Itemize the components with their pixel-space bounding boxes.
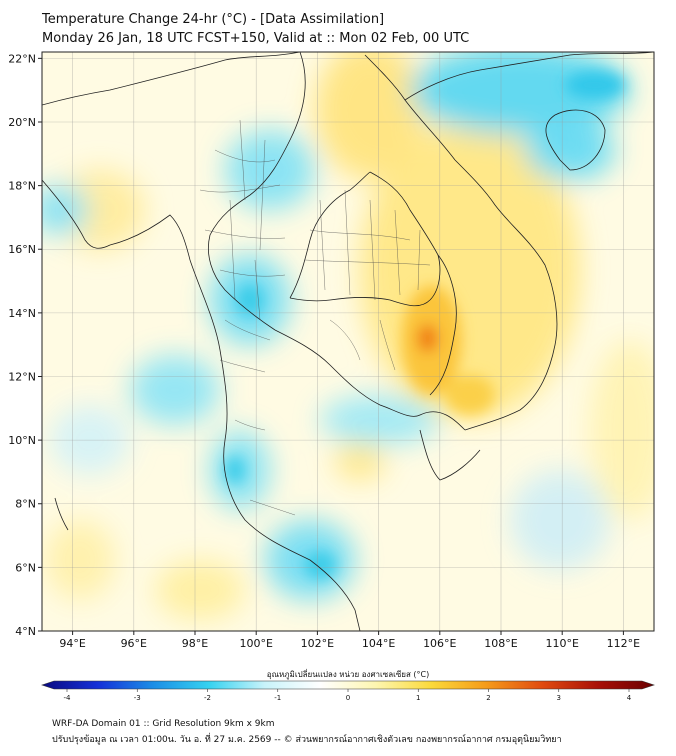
country-borders [42, 52, 654, 631]
lat-tick-label: 22°N [8, 52, 36, 65]
lon-tick-label: 104°E [362, 637, 395, 650]
colorbar-tick-label: -1 [274, 694, 281, 702]
colorbar-tick-label: -3 [134, 694, 141, 702]
colorbar-tick-label: -4 [64, 694, 72, 702]
lon-tick-label: 100°E [239, 637, 272, 650]
colorbar-tick-label: 2 [486, 694, 490, 702]
colorbar: -4 -3 -2 -1 0 1 2 3 4 [41, 680, 655, 702]
lat-tick-label: 4°N [15, 625, 36, 638]
lon-tick-label: 106°E [423, 637, 456, 650]
lat-tick-label: 10°N [8, 434, 36, 447]
lat-tick-label: 12°N [8, 370, 36, 383]
lon-tick-label: 112°E [607, 637, 640, 650]
lat-tick-label: 14°N [8, 307, 36, 320]
lat-tick-label: 6°N [15, 561, 36, 574]
map-title: Temperature Change 24-hr (°C) - [Data As… [42, 12, 385, 27]
lon-tick-label: 96°E [121, 637, 147, 650]
footer-credit: ปรับปรุงข้อมูล ณ เวลา 01:00น. วัน อ. ที่… [52, 735, 562, 745]
lon-tick-label: 94°E [59, 637, 85, 650]
lon-tick-label: 110°E [545, 637, 578, 650]
colorbar-tick-label: -2 [204, 694, 211, 702]
lon-tick-label: 98°E [182, 637, 208, 650]
colorbar-tick-label: 4 [627, 694, 632, 702]
anomaly-field [42, 52, 654, 631]
colorbar-tick-label: 1 [416, 694, 420, 702]
footer-model-info: WRF-DA Domain 01 :: Grid Resolution 9km … [52, 719, 275, 729]
lat-tick-label: 8°N [15, 498, 36, 511]
lat-tick-label: 20°N [8, 116, 36, 129]
colorbar-tick-label: 3 [557, 694, 561, 702]
map-subtitle: Monday 26 Jan, 18 UTC FCST+150, Valid at… [42, 31, 470, 46]
colorbar-tick-label: 0 [346, 694, 350, 702]
colorbar-label: อุณหภูมิเปลี่ยนแปลง หน่วย องศาเซลเซียส (… [267, 668, 429, 680]
grid-lines [42, 52, 654, 631]
lon-tick-label: 102°E [301, 637, 334, 650]
lat-tick-labels: 22°N 20°N 18°N 16°N 14°N 12°N 10°N 8°N 6°N 4°N [8, 52, 42, 638]
lat-tick-label: 16°N [8, 243, 36, 256]
lon-tick-labels: 94°E 96°E 98°E 100°E 102°E 104°E 106°E 108°E 110… [59, 631, 640, 650]
plot-frame [41, 51, 655, 632]
lon-tick-label: 108°E [484, 637, 517, 650]
lat-tick-label: 18°N [8, 180, 36, 193]
province-lines [199, 119, 431, 516]
